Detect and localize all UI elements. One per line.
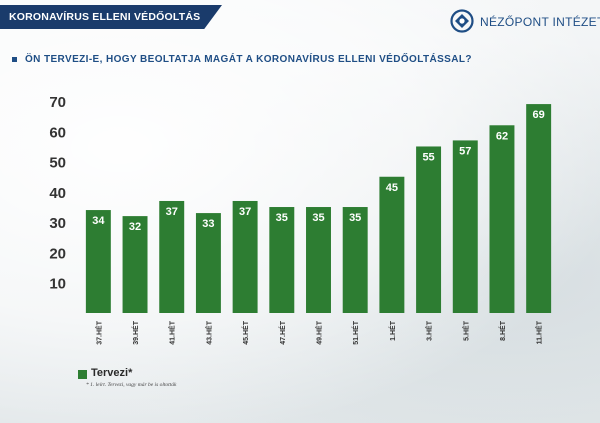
y-tick-label: 30 — [49, 215, 66, 232]
bar-value-label: 35 — [276, 212, 288, 224]
bar — [526, 104, 552, 313]
bar — [379, 176, 405, 313]
y-tick-label: 10 — [49, 276, 66, 293]
x-category-label: 39.HÉT — [131, 320, 140, 344]
bar-value-label: 45 — [386, 182, 398, 194]
x-category-label: 3.HÉT — [425, 320, 434, 341]
bar — [232, 200, 258, 313]
y-tick-label: 20 — [49, 245, 66, 262]
bar-value-label: 62 — [496, 130, 508, 142]
bar-value-label: 35 — [312, 212, 324, 224]
bar — [122, 216, 148, 313]
bar — [489, 125, 515, 314]
bar-value-label: 35 — [349, 212, 361, 224]
x-category-label: 37.HÉT — [94, 320, 103, 344]
bar — [159, 200, 185, 313]
y-tick-label: 50 — [49, 155, 66, 172]
bar — [306, 207, 331, 313]
bar — [416, 146, 442, 313]
bar — [195, 213, 221, 313]
logo-text: NÉZŐPONT INTÉZET — [480, 15, 600, 29]
bar-value-label: 37 — [166, 206, 178, 218]
logo-mark-icon — [450, 9, 474, 33]
legend-swatch — [78, 370, 87, 379]
x-category-label: 11.HÉT — [535, 320, 544, 344]
banner-title: KORONAVÍRUS ELLENI VÉDŐOLTÁS — [9, 11, 201, 23]
bar — [342, 207, 368, 313]
x-category-label: 1.HÉT — [388, 320, 397, 341]
question-text: ÖN TERVEZI-E, HOGY BEOLTATJA MAGÁT A KOR… — [25, 54, 472, 65]
y-tick-label: 70 — [49, 94, 66, 111]
bar-value-label: 34 — [92, 215, 105, 227]
bar-value-label: 32 — [129, 221, 141, 233]
x-category-label: 43.HÉT — [204, 320, 213, 344]
bar-value-label: 69 — [533, 109, 545, 121]
x-category-label: 5.HÉT — [461, 320, 470, 341]
header-banner: KORONAVÍRUS ELLENI VÉDŐOLTÁS — [0, 5, 222, 29]
x-category-label: 49.HÉT — [315, 320, 324, 344]
bar — [85, 210, 111, 313]
question-bullet-icon — [12, 57, 17, 62]
bar — [452, 140, 478, 313]
legend-label: Tervezi* — [91, 367, 133, 379]
y-tick-label: 40 — [49, 185, 66, 202]
x-category-label: 41.HÉT — [168, 320, 177, 344]
y-tick-label: 60 — [49, 124, 66, 141]
bar-value-label: 33 — [202, 218, 214, 230]
bar-value-label: 57 — [459, 145, 471, 157]
x-category-label: 8.HÉT — [498, 320, 507, 341]
x-category-label: 45.HÉT — [241, 320, 250, 344]
bar — [269, 207, 295, 313]
x-category-label: 47.HÉT — [278, 320, 287, 344]
footnote: * 1. leírt. Tervezi, vagy már be is olto… — [86, 382, 177, 388]
bar-value-label: 55 — [422, 151, 434, 163]
x-category-label: 51.HÉT — [351, 320, 360, 344]
bar-value-label: 37 — [239, 206, 251, 218]
